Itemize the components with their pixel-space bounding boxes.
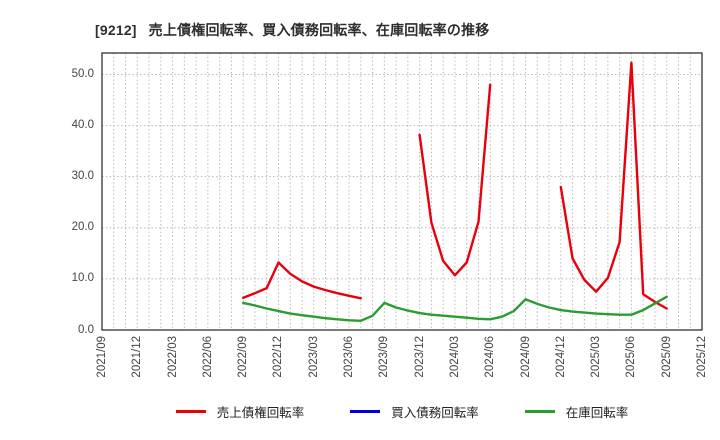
chart-title: [9212] 売上債権回転率、買入債務回転率、在庫回転率の推移 <box>95 20 489 40</box>
x-tick-label: 2024/06 <box>484 336 497 378</box>
x-tick-label: 2023/12 <box>413 336 426 378</box>
x-tick-label: 2022/12 <box>272 336 285 378</box>
plot-frame <box>101 52 703 331</box>
series-line-売上債権回転率 <box>241 261 362 300</box>
x-tick-label: 2025/03 <box>590 336 603 378</box>
x-tick-label: 2024/12 <box>554 336 567 378</box>
chart-title-text: 売上債権回転率、買入債務回転率、在庫回転率の推移 <box>148 22 490 38</box>
x-tick-label: 2025/09 <box>660 336 673 378</box>
legend-item: 買入債務回転率 <box>350 402 479 421</box>
y-tick-label: 20.0 <box>71 221 94 234</box>
x-tick-label: 2023/09 <box>378 336 391 378</box>
x-tick-label: 2025/12 <box>696 336 708 378</box>
legend-item: 売上債権回転率 <box>175 402 305 421</box>
legend-line-swatch <box>524 410 555 413</box>
x-tick-label: 2023/06 <box>343 336 356 378</box>
x-tick-label: 2021/09 <box>96 336 108 378</box>
stock-code: [9212] <box>95 22 137 38</box>
x-tick-label: 2022/09 <box>237 336 250 378</box>
legend-label: 売上債権回転率 <box>216 406 305 420</box>
legend-label: 在庫回転率 <box>565 406 629 420</box>
series-line-売上債権回転率 <box>418 83 492 277</box>
legend-label: 買入債務回転率 <box>391 406 479 420</box>
legend-item: 在庫回転率 <box>524 402 629 421</box>
y-tick-label: 0.0 <box>78 323 94 336</box>
y-tick-label: 50.0 <box>71 67 94 80</box>
y-tick-label: 30.0 <box>71 170 94 183</box>
legend-line-swatch <box>175 410 206 413</box>
x-tick-label: 2024/03 <box>448 336 461 378</box>
series-line-在庫回転率 <box>241 295 668 322</box>
x-tick-label: 2022/03 <box>166 336 179 378</box>
x-tick-label: 2024/09 <box>519 336 532 378</box>
x-tick-label: 2025/06 <box>625 336 638 378</box>
y-tick-label: 10.0 <box>71 272 94 285</box>
series-line-売上債権回転率 <box>559 61 668 310</box>
x-tick-label: 2022/06 <box>201 336 214 378</box>
y-axis-labels: 0.0 10.0 20.0 30.0 40.0 50.0 <box>0 0 94 440</box>
legend: 売上債権回転率 買入債務回転率 在庫回転率 <box>102 402 702 421</box>
x-tick-label: 2023/03 <box>307 336 320 378</box>
legend-line-swatch <box>350 410 381 413</box>
x-tick-label: 2021/12 <box>131 336 144 378</box>
y-tick-label: 40.0 <box>71 119 94 132</box>
